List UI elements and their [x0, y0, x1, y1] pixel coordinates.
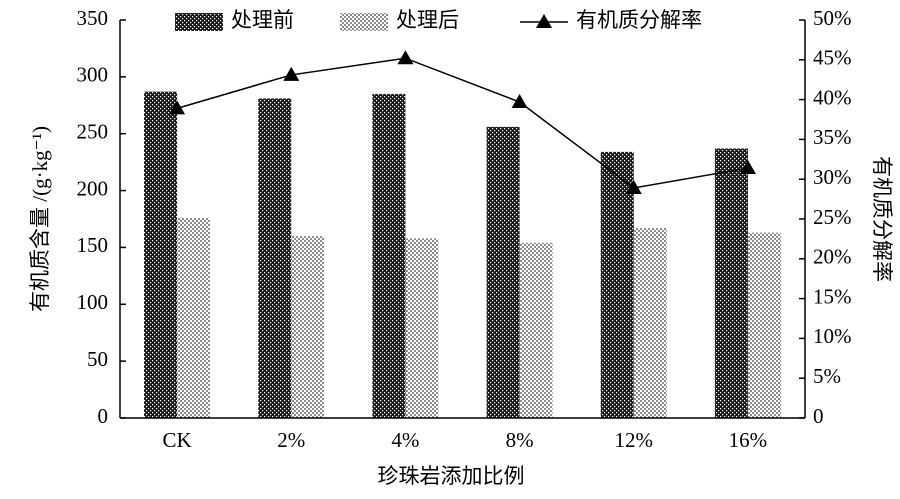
bar	[747, 232, 781, 418]
marker	[625, 179, 642, 194]
marker	[169, 100, 186, 115]
y-tick-label: 100	[77, 290, 109, 314]
y2-tick-label: 30%	[813, 165, 852, 189]
legend-label: 处理前	[231, 8, 294, 32]
y-tick-label: 50	[87, 347, 108, 371]
legend-label: 有机质分解率	[576, 8, 702, 32]
x-axis-label: 珍珠岩添加比例	[378, 464, 525, 488]
y2-tick-label: 20%	[813, 245, 852, 269]
bar	[144, 91, 178, 418]
bar	[519, 242, 553, 418]
y-tick-label: 300	[77, 63, 109, 87]
legend-marker	[536, 14, 552, 28]
bar	[486, 126, 520, 419]
y-tick-label: 150	[77, 233, 109, 257]
x-tick-label: 4%	[391, 428, 419, 452]
marker	[511, 93, 528, 108]
x-tick-label: 8%	[506, 428, 534, 452]
y2-tick-label: 35%	[813, 125, 852, 149]
y2-tick-label: 40%	[813, 85, 852, 109]
y2-tick-label: 25%	[813, 205, 852, 229]
bar	[600, 151, 634, 418]
bar	[258, 98, 292, 418]
bar	[405, 238, 439, 418]
y2-tick-label: 10%	[813, 324, 852, 348]
bar	[714, 148, 748, 419]
x-tick-label: 16%	[729, 428, 768, 452]
x-tick-label: 2%	[277, 428, 305, 452]
bar	[291, 236, 325, 418]
x-tick-label: CK	[162, 428, 191, 452]
marker	[283, 66, 300, 81]
y2-tick-label: 45%	[813, 46, 852, 70]
y2-axis-label: 有机质分解率	[870, 156, 894, 282]
y-axis-label: 有机质含量 /(g·kg⁻¹)	[28, 126, 52, 312]
marker	[739, 160, 756, 175]
y2-tick-label: 50%	[813, 6, 852, 30]
legend-label: 处理后	[396, 8, 459, 32]
bar	[177, 217, 211, 418]
legend-swatch	[175, 13, 223, 31]
y-tick-label: 200	[77, 176, 109, 200]
y2-tick-label: 15%	[813, 284, 852, 308]
y2-tick-label: 0	[813, 404, 824, 428]
y-tick-label: 250	[77, 120, 109, 144]
bar	[372, 93, 406, 419]
x-tick-label: 12%	[615, 428, 654, 452]
y-tick-label: 0	[98, 404, 109, 428]
marker	[397, 50, 414, 65]
y-tick-label: 350	[77, 6, 109, 30]
y2-tick-label: 5%	[813, 364, 841, 388]
bar	[633, 228, 667, 418]
line	[176, 57, 749, 189]
legend-swatch	[340, 13, 388, 31]
